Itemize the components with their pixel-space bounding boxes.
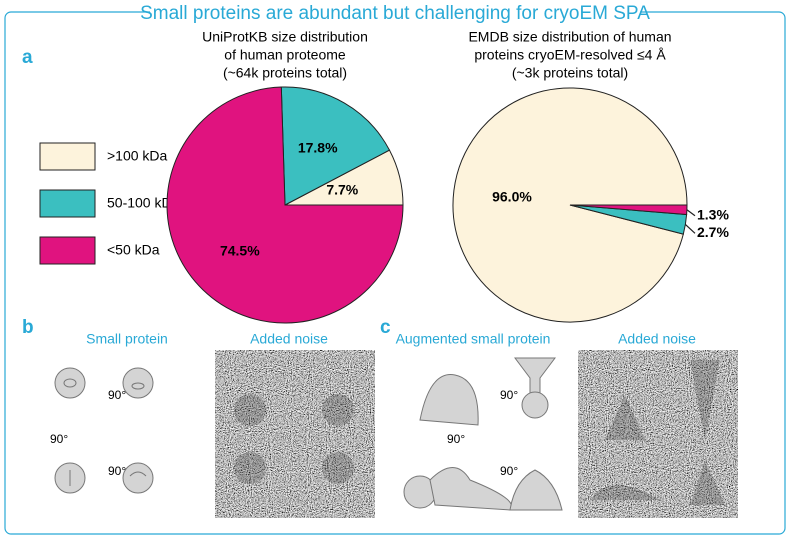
title: Small proteins are abundant but challeng… [140,3,650,24]
rotation-label: 90° [500,388,518,402]
augmented-icons [403,357,563,511]
rotation-label: 90° [108,388,126,402]
chart-title: EMDB size distribution of human [468,29,671,45]
legend-swatch [39,189,96,218]
rotation-label: 90° [447,432,465,446]
rotation-label: 90° [50,432,68,446]
charts: >100 kDa 50-100 kDa <50 kDa UniProtKB size … [39,29,729,324]
value-label: 74.5% [220,242,260,258]
rotation-label: 90° [500,464,518,478]
protein-icons [54,367,154,494]
value-label: 17.8% [298,140,338,156]
pie-slice [166,86,404,324]
panel-label: b [22,317,34,338]
noise-image [215,350,375,518]
value-label: 96.0% [492,188,532,204]
noise-image [578,350,738,518]
noise-particles [590,360,725,505]
legend-label: >100 kDa [107,148,168,164]
panel-label: c [380,317,391,338]
legend-swatch [39,142,96,171]
panel-title: Augmented small protein [396,331,551,347]
value-label: 1.3% [697,206,729,222]
legend-label: <50 kDa [107,242,160,258]
chart-title: (~3k proteins total) [512,65,628,81]
leader-line [684,223,696,234]
legend-swatch [39,236,96,265]
title-bg [150,2,640,24]
rotation-label: 90° [108,464,126,478]
chart-title: (~64k proteins total) [223,65,347,81]
panel-title: Small protein [86,331,168,347]
value-label: 7.7% [326,182,358,198]
pie-slice [569,204,688,216]
panel-label: a [22,47,33,68]
chart-title: proteins cryoEM-resolved ≤4 Å [474,47,666,63]
panel-title: Added noise [618,331,696,347]
chart-title: UniProtKB size distribution [202,29,368,45]
value-label: 2.7% [697,224,729,240]
chart-title: of human proteome [224,47,346,63]
panel-title: Added noise [250,331,328,347]
noise-particles [234,394,354,484]
leader-line [686,209,696,217]
legend-label: 50-100 kDa [107,195,180,211]
pie-slice [280,86,391,206]
